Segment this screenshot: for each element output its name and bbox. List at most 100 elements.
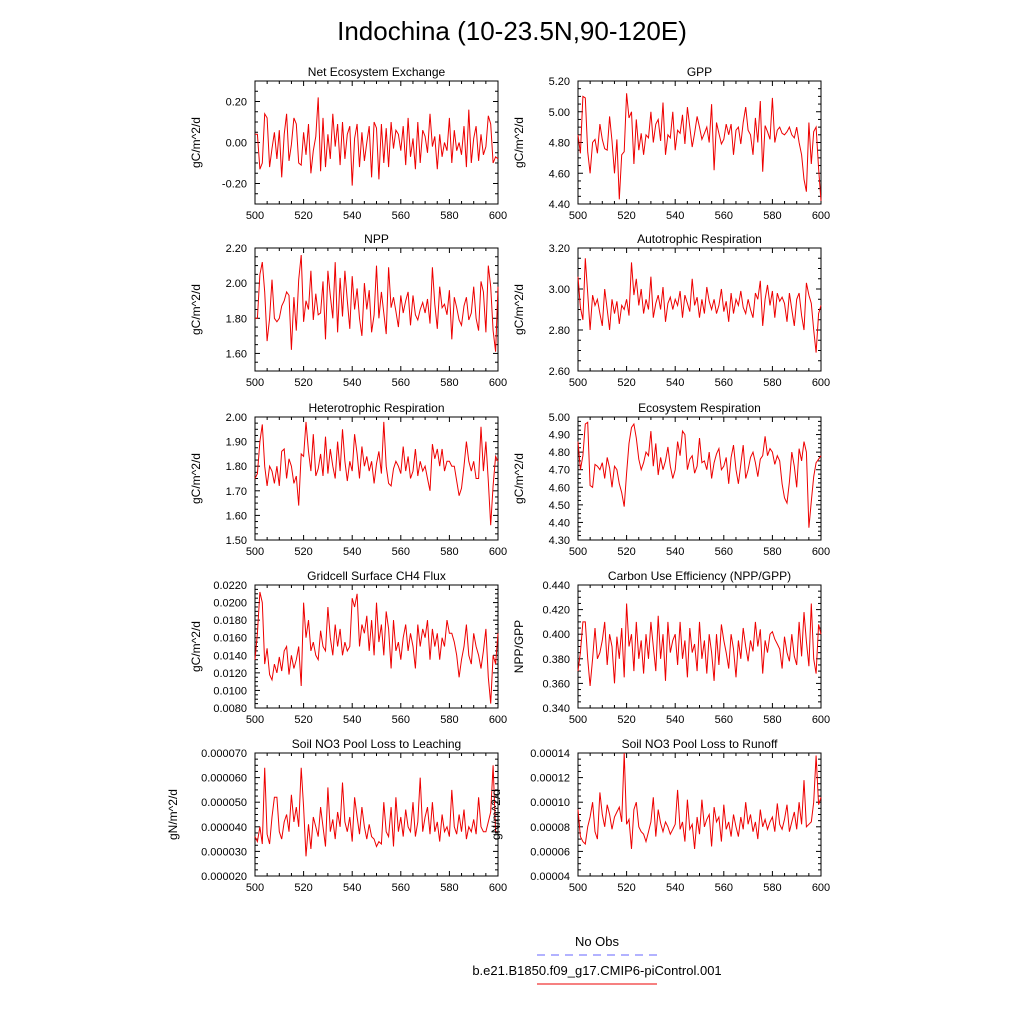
y-axis-label: gC/m^2/d: [512, 117, 526, 168]
y-tick-label: 0.0220: [213, 580, 247, 592]
x-tick-label: 500: [246, 377, 264, 389]
series-line: [255, 97, 499, 186]
y-tick-label: 0.00010: [530, 797, 570, 809]
y-tick-label: 0.000060: [201, 773, 247, 785]
y-tick-label: 2.20: [226, 243, 247, 255]
series-line: [577, 258, 822, 353]
x-tick-label: 560: [392, 546, 410, 558]
y-tick-label: 3.00: [549, 284, 570, 296]
y-tick-label: 0.400: [542, 629, 570, 641]
y-tick-label: 0.00012: [530, 773, 570, 785]
series-line: [254, 421, 499, 526]
y-tick-label: 5.00: [549, 107, 570, 119]
y-axis-label: gC/m^2/d: [512, 284, 526, 335]
y-tick-label: 0.0200: [213, 598, 247, 610]
x-tick-label: 540: [666, 546, 684, 558]
chart-title: Ecosystem Respiration: [638, 401, 761, 415]
y-tick-label: 1.60: [226, 348, 247, 360]
y-tick-label: 0.000040: [201, 822, 247, 834]
x-tick-label: 580: [440, 377, 458, 389]
y-tick-label: 0.0140: [213, 650, 247, 662]
x-tick-label: 540: [343, 546, 361, 558]
x-tick-label: 600: [812, 377, 830, 389]
chart-title: Autotrophic Respiration: [637, 232, 762, 246]
x-tick-label: 520: [294, 714, 312, 726]
plot-frame: [254, 752, 499, 877]
figure-title: Indochina (10-23.5N,90-120E): [337, 16, 687, 46]
x-tick-label: 560: [392, 882, 410, 894]
y-axis-label: gC/m^2/d: [189, 284, 203, 335]
series-line: [254, 591, 499, 704]
y-tick-label: 0.000020: [201, 871, 247, 883]
x-tick-label: 520: [294, 546, 312, 558]
x-tick-label: 500: [246, 882, 264, 894]
y-tick-label: 4.80: [549, 138, 570, 150]
chart-title: Net Ecosystem Exchange: [308, 65, 446, 79]
y-tick-label: 2.80: [549, 325, 570, 337]
plot-frame: [577, 416, 822, 541]
plot-frame: [577, 752, 822, 877]
y-tick-label: 1.80: [226, 461, 247, 473]
y-axis-label: gN/m^2/d: [166, 789, 180, 840]
chart-panel-10: Soil NO3 Pool Loss to Runoff 500 520 540 560…: [489, 737, 830, 894]
x-tick-label: 580: [763, 546, 781, 558]
chart-panel-8: Carbon Use Efficiency (NPP/GPP) 500 520 540…: [512, 569, 830, 726]
y-tick-label: 4.70: [549, 465, 570, 477]
y-tick-label: 0.0160: [213, 633, 247, 645]
series-line: [577, 421, 822, 528]
x-tick-label: 560: [392, 714, 410, 726]
y-tick-label: 4.60: [549, 482, 570, 494]
x-tick-label: 500: [246, 714, 264, 726]
y-tick-label: 1.70: [226, 486, 247, 498]
x-tick-label: 520: [617, 882, 635, 894]
chart-panels: Net Ecosystem Exchange 500 520 540 560 580 600…: [166, 65, 830, 894]
x-tick-label: 580: [763, 210, 781, 222]
chart-panel-9: Soil NO3 Pool Loss to Leaching 500 520 540 5…: [166, 737, 507, 894]
y-axis-label: gC/m^2/d: [512, 453, 526, 504]
y-tick-label: 0.00006: [530, 846, 570, 858]
x-tick-label: 500: [246, 546, 264, 558]
x-tick-label: 580: [763, 882, 781, 894]
y-tick-label: 4.50: [549, 500, 570, 512]
y-tick-label: 0.0180: [213, 615, 247, 627]
series-line: [254, 765, 498, 857]
chart-panel-5: Heterotrophic Respiration 500 520 540 560 580…: [189, 401, 507, 558]
x-tick-label: 540: [343, 714, 361, 726]
y-tick-label: 1.50: [226, 535, 247, 547]
x-tick-label: 600: [489, 377, 507, 389]
x-tick-label: 580: [440, 882, 458, 894]
x-tick-label: 520: [617, 546, 635, 558]
y-tick-label: 0.00014: [530, 748, 570, 760]
plot-frame: [254, 416, 499, 541]
x-tick-label: 580: [440, 714, 458, 726]
x-tick-label: 500: [569, 377, 587, 389]
chart-title: Carbon Use Efficiency (NPP/GPP): [608, 569, 791, 583]
x-tick-label: 560: [715, 546, 733, 558]
x-tick-label: 540: [666, 210, 684, 222]
y-tick-label: 0.420: [542, 605, 570, 617]
x-tick-label: 540: [343, 377, 361, 389]
series-line: [255, 254, 499, 352]
chart-title: NPP: [364, 232, 389, 246]
x-tick-label: 500: [569, 882, 587, 894]
x-tick-label: 540: [666, 714, 684, 726]
y-tick-label: 0.00004: [530, 871, 570, 883]
x-tick-label: 580: [763, 377, 781, 389]
chart-panel-3: NPP 500 520 540 560 580 600 1.60 1.80 2.00 2.20 gC/…: [189, 232, 507, 389]
plot-frame: [577, 584, 822, 709]
y-axis-label: gN/m^2/d: [489, 789, 503, 840]
y-tick-label: 0.0120: [213, 668, 247, 680]
x-tick-label: 500: [246, 210, 264, 222]
x-tick-label: 600: [489, 546, 507, 558]
x-tick-label: 560: [392, 377, 410, 389]
y-tick-label: 0.00008: [530, 822, 570, 834]
x-tick-label: 500: [569, 546, 587, 558]
x-tick-label: 520: [294, 210, 312, 222]
y-tick-label: 0.0080: [213, 703, 247, 715]
chart-title: GPP: [687, 65, 712, 79]
plot-frame: [577, 80, 822, 205]
series-line: [577, 603, 822, 686]
legend-obs-label: No Obs: [575, 934, 620, 949]
chart-panel-4: Autotrophic Respiration 500 520 540 560 580 60…: [512, 232, 830, 389]
series-line: [577, 752, 822, 849]
